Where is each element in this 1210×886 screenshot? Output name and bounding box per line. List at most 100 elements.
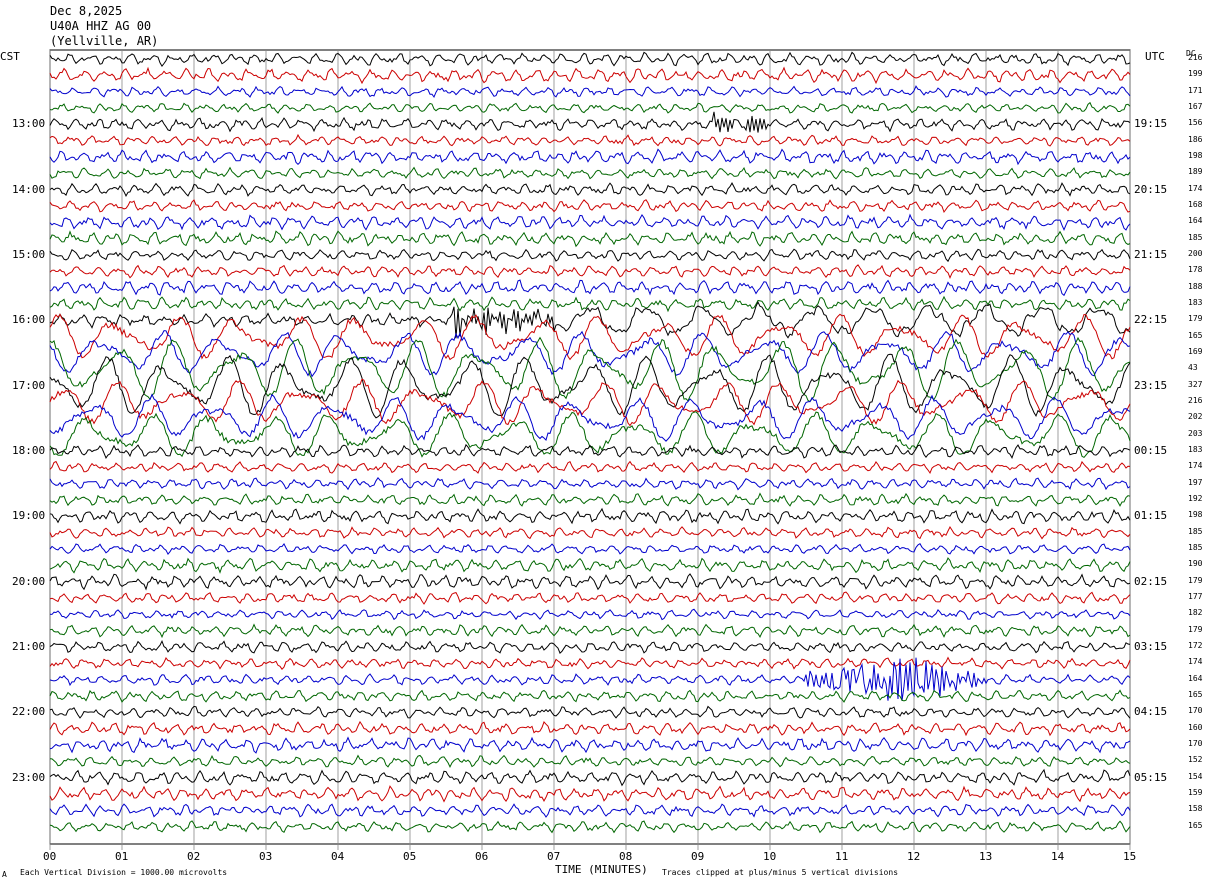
dc-offset-label: 178 [1188,265,1203,275]
right-hour-label: 23:15 [1134,378,1168,392]
corner-mark: A [2,870,7,879]
dc-offset-label: 174 [1188,657,1203,667]
dc-offset-label: 154 [1188,771,1203,781]
right-hour-label: 05:15 [1134,770,1168,784]
seismic-trace [49,166,1131,180]
dc-offset-label: 188 [1188,281,1203,291]
seismic-trace [49,803,1131,818]
x-tick-label: 09 [691,850,705,863]
dc-offset-label: 170 [1188,739,1203,748]
x-tick-label: 08 [619,850,633,863]
left-hour-label: 13:00 [12,117,46,131]
dc-offset-label: 172 [1188,641,1203,650]
dc-offset-label: 169 [1188,347,1203,356]
dc-offset-label: 327 [1188,379,1203,389]
left-hour-label: 19:00 [12,509,46,523]
seismic-trace [49,85,1131,99]
dc-offset-label: 171 [1188,85,1203,95]
seismic-trace [49,443,1131,460]
seismic-trace [49,542,1131,556]
seismic-trace [49,295,1131,313]
clip-note: Traces clipped at plus/minus 5 vertical … [662,868,899,877]
dc-offset-label: 158 [1188,804,1203,814]
seismic-trace [49,623,1131,639]
seismic-trace [49,411,1131,459]
dc-offset-label: 202 [1188,412,1203,422]
dc-offset-label: 185 [1188,543,1203,552]
seismic-trace [49,300,1131,339]
seismic-trace [49,101,1131,114]
dc-offset-label: 164 [1188,216,1203,226]
x-tick-label: 12 [907,850,921,863]
dc-offset-label: 179 [1188,624,1203,634]
dc-offset-label: 185 [1188,526,1203,536]
seismic-trace [49,264,1131,279]
left-hour-label: 15:00 [12,248,46,261]
x-tick-label: 10 [763,850,777,863]
dc-offset-label: 185 [1188,232,1203,242]
seismic-trace [49,785,1131,803]
seismic-trace [49,754,1131,768]
header-location: (Yellville, AR) [50,34,159,48]
seismic-trace [49,591,1131,605]
seismic-trace [49,378,1131,427]
dc-offset-label: 43 [1188,363,1198,373]
seismic-trace [49,393,1131,442]
seismic-trace [49,720,1131,737]
x-axis-title: TIME (MINUTES) [555,863,648,876]
left-timezone-label: CST [0,50,20,63]
dc-offset-label: 186 [1188,134,1203,144]
seismic-trace [49,639,1131,654]
seismic-trace [49,336,1131,403]
left-hour-label: 16:00 [12,313,46,327]
seismic-trace [49,111,1131,133]
dc-offset-label: 168 [1188,200,1203,209]
dc-offset-label: 189 [1188,167,1203,177]
left-hour-label: 23:00 [12,770,46,784]
seismic-trace [49,705,1131,719]
seismic-trace [49,476,1131,491]
seismic-trace [49,460,1131,475]
seismic-trace [49,133,1131,147]
seismic-trace [49,230,1131,248]
dc-offset-label: 174 [1188,183,1203,193]
seismic-trace [49,66,1131,85]
x-tick-label: 01 [115,850,129,863]
dc-offset-label: 197 [1188,477,1203,487]
seismic-trace [49,148,1131,166]
dc-offset-label: 192 [1188,494,1203,503]
seismic-trace [49,736,1131,754]
x-tick-label: 02 [187,850,201,863]
seismic-trace [49,573,1131,591]
dc-offset-label: 190 [1188,559,1203,569]
left-hour-label: 18:00 [12,444,46,457]
seismic-trace [49,213,1131,231]
header-date: Dec 8,2025 [50,4,123,18]
seismic-trace [49,182,1131,197]
header-station: U40A HHZ AG 00 [50,19,152,33]
x-tick-label: 06 [475,850,489,863]
x-tick-label: 05 [403,850,417,863]
left-hour-label: 21:00 [12,640,46,653]
x-tick-label: 07 [547,850,561,863]
left-hour-label: 14:00 [12,182,46,196]
right-hour-label: 19:15 [1134,117,1168,131]
x-tick-label: 15 [1123,850,1137,863]
dc-offset-label: 174 [1188,461,1203,471]
seismic-trace [49,768,1131,787]
dc-offset-label: 182 [1188,608,1203,618]
seismic-trace [49,689,1131,703]
dc-offset-label: 203 [1188,428,1203,438]
right-hour-label: 00:15 [1134,444,1168,457]
right-hour-label: 02:15 [1134,574,1168,588]
dc-offset-label: 167 [1188,102,1203,111]
x-tick-label: 11 [835,850,849,863]
seismic-trace [49,330,1131,378]
left-hour-label: 17:00 [12,378,46,392]
seismic-trace [49,608,1131,621]
seismic-trace [49,279,1131,297]
dc-offset-label: 183 [1188,445,1203,454]
seismic-trace [49,507,1131,525]
dc-offset-label: 152 [1188,755,1203,765]
